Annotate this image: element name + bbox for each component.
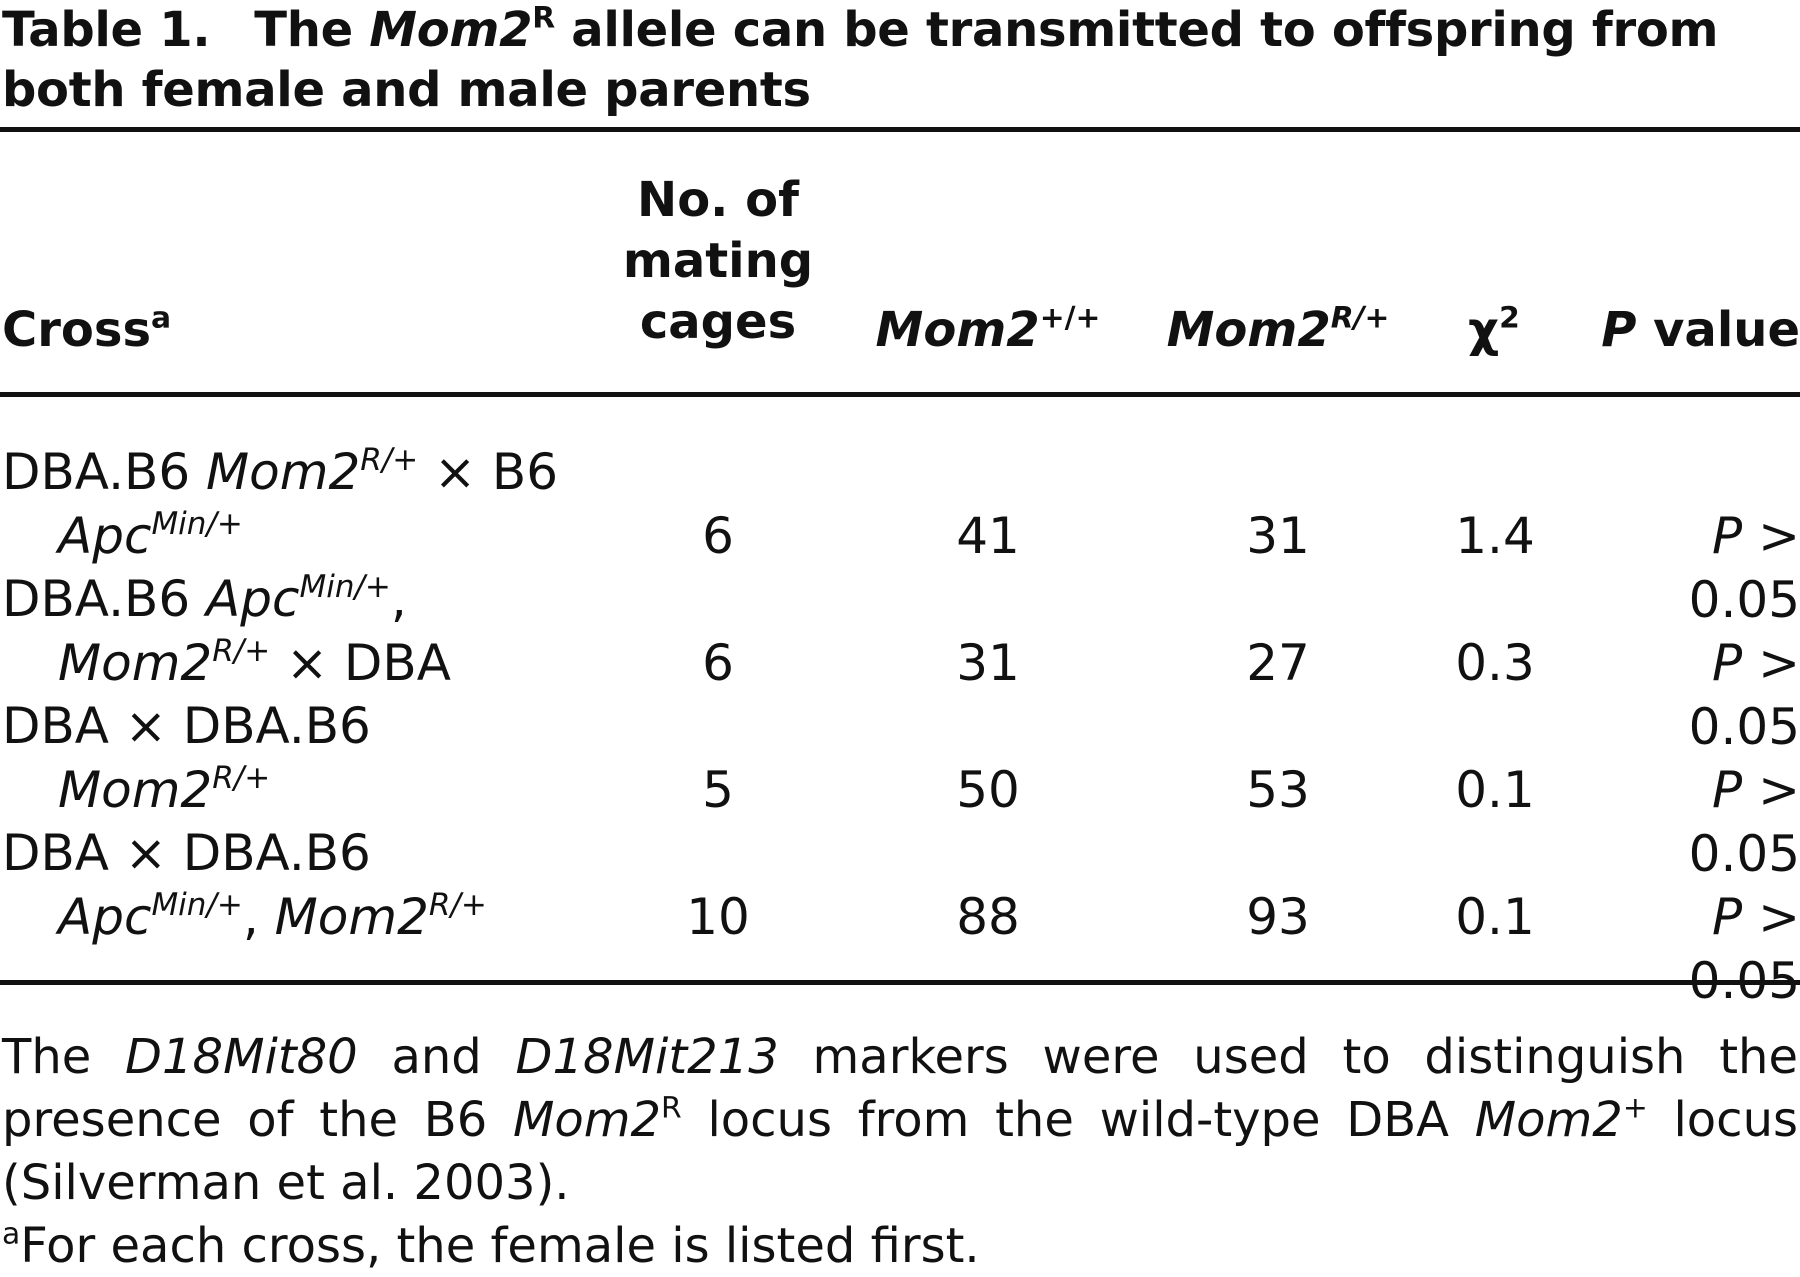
cross-line-2: Mom2R/+ xyxy=(58,759,271,819)
header-mom2-plus: Mom2+/+ xyxy=(875,300,1101,358)
bottom-rule xyxy=(0,980,1800,985)
cell-mating-cages: 6 xyxy=(702,634,734,692)
cell-chi-square: 0.1 xyxy=(1455,761,1535,819)
cell-mom2-plus: 88 xyxy=(956,888,1020,946)
cell-mom2-r: 93 xyxy=(1246,888,1310,946)
cell-mating-cages: 5 xyxy=(702,761,734,819)
cell-mom2-r: 31 xyxy=(1246,507,1310,565)
cross-line-1: DBA.B6 Mom2R/+ × B6 xyxy=(2,441,559,501)
table-label: Table 1. xyxy=(2,2,211,58)
cell-mom2-plus: 31 xyxy=(956,634,1020,692)
header-cross: Crossa xyxy=(2,300,172,358)
header-mating-cages: No. of mating cages xyxy=(622,172,814,350)
header-rule xyxy=(0,392,1800,397)
cell-chi-square: 1.4 xyxy=(1455,507,1535,565)
header-chi-square: χ2 xyxy=(1468,300,1520,358)
cross-line-2: ApcMin/+, Mom2R/+ xyxy=(58,886,487,946)
cross-line-1: DBA.B6 ApcMin/+, xyxy=(2,568,407,628)
table-note: The D18Mit80 and D18Mit213 markers were … xyxy=(2,1029,1799,1211)
cell-mating-cages: 10 xyxy=(686,888,750,946)
cell-mom2-plus: 50 xyxy=(956,761,1020,819)
header-mom2-r: Mom2R/+ xyxy=(1166,300,1390,358)
cell-mom2-r: 27 xyxy=(1246,634,1310,692)
header-p-value: P value xyxy=(1601,302,1800,358)
cell-p-value: P > 0.05 xyxy=(1688,888,1800,1010)
table-title: Table 1. The Mom2R allele can be transmit… xyxy=(2,0,1719,118)
cross-line-2: ApcMin/+ xyxy=(58,505,243,565)
cross-line-1: DBA × DBA.B6 xyxy=(2,824,371,882)
cell-chi-square: 0.3 xyxy=(1455,634,1535,692)
top-rule xyxy=(0,127,1800,132)
cross-line-2: Mom2R/+ × DBA xyxy=(58,632,451,692)
cell-mom2-r: 53 xyxy=(1246,761,1310,819)
table-footnote: aFor each cross, the female is listed fi… xyxy=(2,1216,980,1274)
cell-mating-cages: 6 xyxy=(702,507,734,565)
cell-chi-square: 0.1 xyxy=(1455,888,1535,946)
cell-p-value: P > 0.05 xyxy=(1688,761,1800,883)
cell-mom2-plus: 41 xyxy=(956,507,1020,565)
cross-line-1: DBA × DBA.B6 xyxy=(2,697,371,755)
cell-p-value: P > 0.05 xyxy=(1688,507,1800,629)
cell-p-value: P > 0.05 xyxy=(1688,634,1800,756)
